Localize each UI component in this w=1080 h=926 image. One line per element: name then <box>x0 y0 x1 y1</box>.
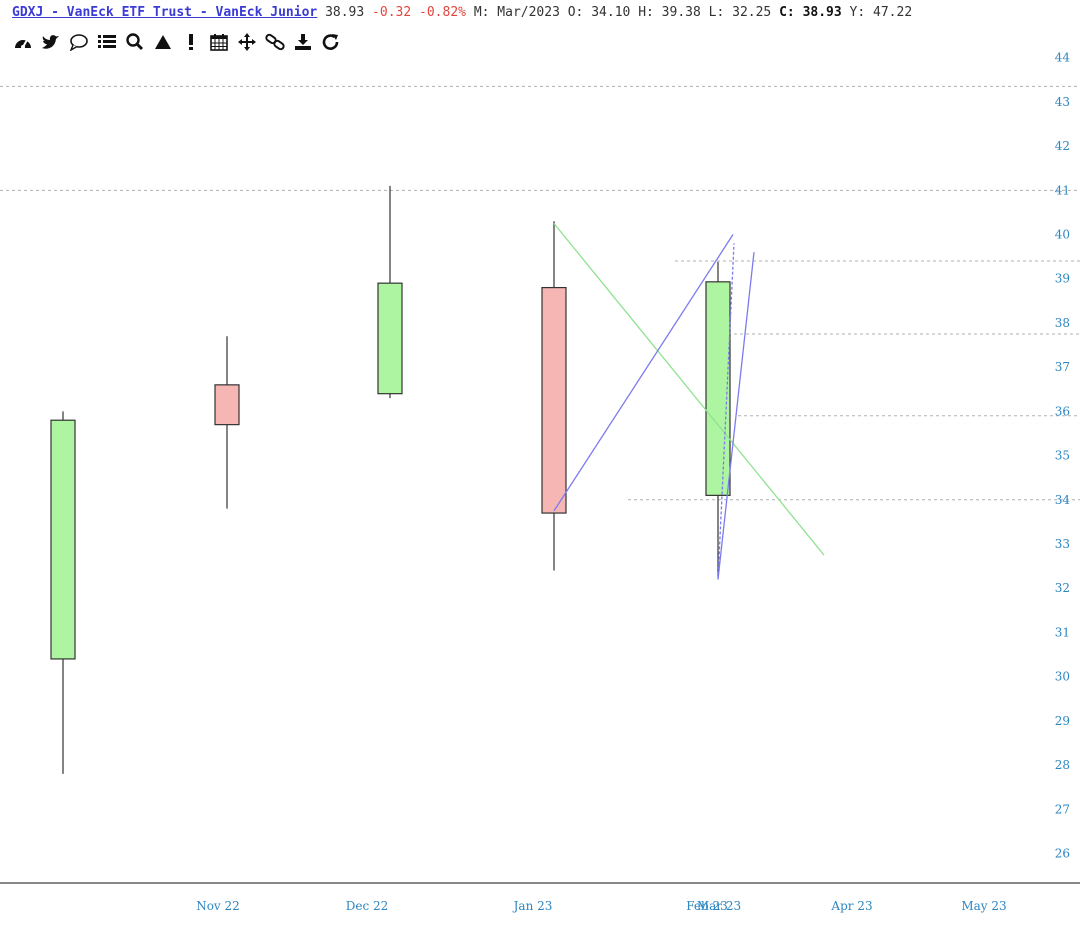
download-icon[interactable] <box>292 31 314 53</box>
y-tick-label: 33 <box>1055 537 1070 551</box>
y-tick-label: 37 <box>1055 360 1070 374</box>
search-icon[interactable] <box>124 31 146 53</box>
y-tick-label: 26 <box>1055 846 1070 860</box>
open-value: O: 34.10 <box>567 5 631 20</box>
y-tick-label: 28 <box>1055 758 1070 772</box>
candle-body <box>705 281 731 496</box>
close-value: 38.93 <box>802 5 842 20</box>
x-tick-label: Dec 22 <box>346 899 389 913</box>
y-tick-label: 29 <box>1055 714 1070 728</box>
candle-body <box>50 419 76 660</box>
y-tick-label: 38 <box>1055 316 1070 330</box>
trend-line[interactable] <box>717 252 755 580</box>
last-price: 38.93 <box>325 5 365 20</box>
high-value: H: 39.38 <box>638 5 701 20</box>
candle-body <box>214 384 240 426</box>
alert-icon[interactable] <box>180 31 202 53</box>
y-tick-label: 43 <box>1055 95 1070 109</box>
calendar-icon[interactable] <box>208 31 230 53</box>
trend-line[interactable] <box>553 234 734 512</box>
y-axis: 26 27 28 29 30 31 32 33 34 35 36 37 38 39 40 41 42 43 44 <box>1055 51 1071 861</box>
trend-lines <box>553 223 825 580</box>
candle-body <box>377 282 403 395</box>
y-tick-label: 41 <box>1055 183 1070 197</box>
x-tick-label: Feb 23 <box>686 899 728 913</box>
y-tick-label: 36 <box>1055 404 1070 418</box>
y-tick-label: 44 <box>1055 51 1071 65</box>
low-value: L: 32.25 <box>708 5 772 20</box>
candles <box>50 185 731 774</box>
comment-icon[interactable] <box>68 31 90 53</box>
y-tick-label: 40 <box>1055 228 1070 242</box>
trend-line[interactable] <box>553 223 825 556</box>
refresh-icon[interactable] <box>320 31 342 53</box>
y-tick-label: 35 <box>1055 449 1070 463</box>
y-tick-label: 31 <box>1055 625 1070 639</box>
symbol-link[interactable]: GDXJ - VanEck ETF Trust - VanEck Junior <box>12 5 318 20</box>
candle[interactable] <box>541 221 567 571</box>
twitter-icon[interactable] <box>40 31 62 53</box>
candle[interactable] <box>705 261 731 578</box>
y-tick-label: 39 <box>1055 272 1070 286</box>
candle[interactable] <box>214 336 240 509</box>
y-tick-label: 30 <box>1055 670 1070 684</box>
candle[interactable] <box>50 411 76 774</box>
y-tick-label: 32 <box>1055 581 1070 595</box>
dashboard-icon[interactable] <box>12 31 34 53</box>
ticker-header: GDXJ - VanEck ETF Trust - VanEck Junior … <box>12 5 912 25</box>
close-label: C: <box>779 5 795 20</box>
chart-toolbar <box>12 30 342 54</box>
y-tick-label: 27 <box>1055 802 1070 816</box>
x-tick-label: May 23 <box>961 899 1006 913</box>
yield-value: Y: 47.22 <box>849 5 913 20</box>
move-icon[interactable] <box>236 31 258 53</box>
triangle-icon[interactable] <box>152 31 174 53</box>
candle[interactable] <box>377 185 403 399</box>
price-change: -0.32 <box>372 5 412 20</box>
trend-line[interactable] <box>717 243 735 580</box>
x-tick-label: Mar 23 <box>697 899 741 913</box>
x-tick-label: Nov 22 <box>196 899 240 913</box>
y-tick-label: 42 <box>1055 139 1070 153</box>
price-levels <box>0 85 1080 501</box>
y-tick-label: 34 <box>1055 493 1071 507</box>
x-tick-label: Apr 23 <box>830 899 872 913</box>
link-icon[interactable] <box>264 31 286 53</box>
candle-body <box>541 286 567 514</box>
period-label: M: Mar/2023 <box>473 5 560 20</box>
x-tick-label: Jan 23 <box>512 899 553 913</box>
list-icon[interactable] <box>96 31 118 53</box>
price-change-pct: -0.82% <box>419 5 466 20</box>
